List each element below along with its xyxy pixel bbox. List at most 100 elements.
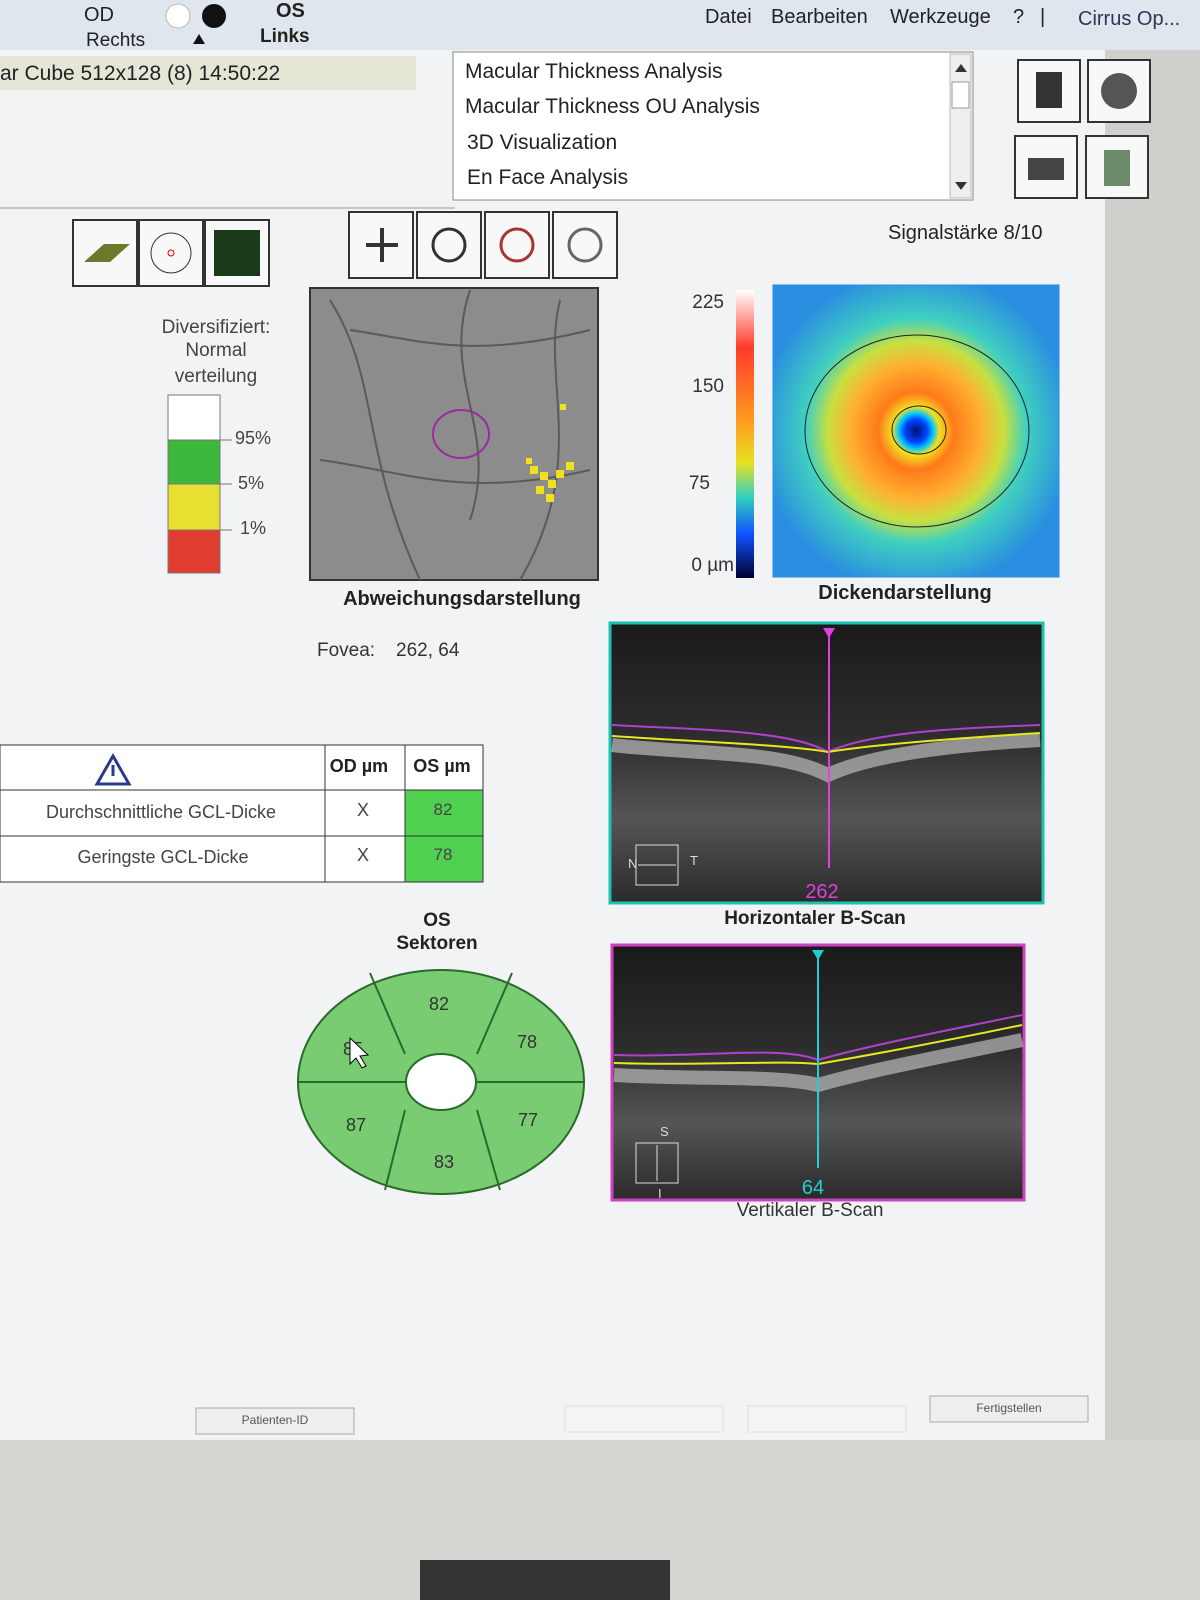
fovea-value: 262, 64 <box>396 640 460 661</box>
vscan-top: S <box>660 1124 669 1139</box>
analysis-list[interactable] <box>452 51 974 201</box>
deviation-title: Abweichungsdarstellung <box>343 588 581 610</box>
signal-strength: Signalstärke 8/10 <box>888 222 1043 244</box>
table-grid <box>0 745 483 882</box>
toolbar <box>72 211 618 287</box>
map-icon <box>214 230 260 276</box>
print-icon <box>1028 158 1064 180</box>
scale-label: 150 <box>692 376 724 397</box>
vscan-bottom: I <box>658 1186 662 1201</box>
od-sub[interactable]: Rechts <box>86 30 146 51</box>
undo-icon <box>1101 73 1137 109</box>
od-label[interactable]: OD <box>84 4 114 26</box>
scan-label-bg <box>0 56 416 90</box>
trash-icon <box>1104 150 1130 186</box>
gcl-table <box>0 744 484 883</box>
analysis-item[interactable]: Macular Thickness OU Analysis <box>465 95 760 118</box>
menu-separator: | <box>1040 6 1046 28</box>
menu-item[interactable]: ? <box>1013 6 1025 28</box>
legend-level: 5% <box>238 473 265 493</box>
eye-pointer <box>193 34 205 44</box>
analysis-item[interactable]: Macular Thickness Analysis <box>465 60 723 83</box>
scale-label: 0 µm <box>691 555 734 576</box>
circle-icon <box>150 232 192 274</box>
circle-dot <box>167 249 175 257</box>
vscan-marker <box>812 950 824 960</box>
footer-button-label[interactable]: Patienten-ID <box>241 1413 309 1427</box>
os-value: 82 <box>433 800 453 819</box>
table-header: OD µm <box>329 756 389 776</box>
deviation-map <box>309 287 599 581</box>
footer-button-label[interactable]: Fertigstellen <box>976 1401 1042 1415</box>
crosshair-icon <box>431 227 467 263</box>
target-icon <box>499 227 535 263</box>
sectors-title: Sektoren <box>396 933 478 954</box>
patient-id-button[interactable] <box>195 1407 355 1435</box>
sector-value: 87 <box>346 1115 366 1135</box>
sector-value: 77 <box>518 1110 538 1130</box>
vscan-orient <box>635 1142 679 1184</box>
menu-item[interactable]: Cirrus Op... <box>1078 8 1181 30</box>
scrollbar[interactable] <box>949 53 972 199</box>
thickness-title: Dickendarstellung <box>818 582 992 604</box>
menu-item[interactable]: Bearbeiten <box>771 6 868 28</box>
sector-value: 83 <box>434 1152 454 1172</box>
fovea-label: Fovea: <box>317 640 376 661</box>
menu-item[interactable]: Werkzeuge <box>890 6 991 28</box>
thickness-map <box>772 284 1060 578</box>
od-indicator[interactable] <box>165 3 191 29</box>
os-sub[interactable]: Links <box>260 26 310 47</box>
sector-center <box>405 1053 477 1111</box>
save-icon <box>1036 72 1062 108</box>
table-header: OS µm <box>413 756 471 776</box>
scale-label: 75 <box>688 473 710 494</box>
sector-map: 82 78 77 83 87 85 <box>297 969 585 1195</box>
legend-title: Diversifiziert: <box>161 317 271 338</box>
od-value: X <box>356 845 370 865</box>
os-label[interactable]: OS <box>276 0 305 22</box>
action-buttons <box>1014 59 1151 199</box>
legend-red <box>167 529 221 574</box>
legend-normal <box>167 394 221 441</box>
mouse-cursor <box>349 1036 370 1069</box>
legend-level: 95% <box>235 428 272 448</box>
stand <box>420 1560 670 1600</box>
circle-button[interactable] <box>138 219 204 287</box>
od-value: X <box>356 800 370 820</box>
legend-level: 1% <box>240 518 267 538</box>
hscan-orient <box>635 844 679 886</box>
sector-value: 82 <box>429 994 449 1014</box>
inner-ring <box>891 405 947 455</box>
menu-item[interactable]: Datei <box>705 6 752 28</box>
disabled-button <box>747 1405 907 1433</box>
row-label: Durchschnittliche GCL-Dicke <box>45 802 277 822</box>
hscan-right: T <box>690 853 698 868</box>
horizontal-bscan: N T 262 <box>608 621 1045 905</box>
warning-icon <box>94 752 132 786</box>
scroll-down[interactable] <box>955 182 967 190</box>
crosshair-button[interactable] <box>416 211 482 279</box>
legend-ticks <box>220 439 232 531</box>
vertical-bscan: S I 64 <box>610 943 1026 1202</box>
layers-button[interactable] <box>72 219 138 287</box>
disabled-button <box>564 1405 724 1433</box>
hscan-left: N <box>628 856 637 871</box>
analysis-item[interactable]: 3D Visualization <box>467 131 618 154</box>
os-indicator[interactable] <box>202 4 226 28</box>
target-button[interactable] <box>484 211 550 279</box>
legend-title: Normal <box>185 340 247 361</box>
layers-icon <box>84 244 130 262</box>
finish-button[interactable] <box>929 1395 1089 1423</box>
legend-green <box>167 439 221 485</box>
scroll-thumb[interactable] <box>951 81 970 109</box>
overlay-button[interactable] <box>552 211 618 279</box>
center-icon <box>366 228 398 262</box>
scroll-up[interactable] <box>955 64 967 72</box>
hscan-title: Horizontaler B-Scan <box>724 908 906 929</box>
scale-label: 225 <box>692 292 724 313</box>
os-header <box>404 744 484 791</box>
analysis-item[interactable]: En Face Analysis <box>467 166 629 189</box>
table-frame <box>0 744 484 883</box>
